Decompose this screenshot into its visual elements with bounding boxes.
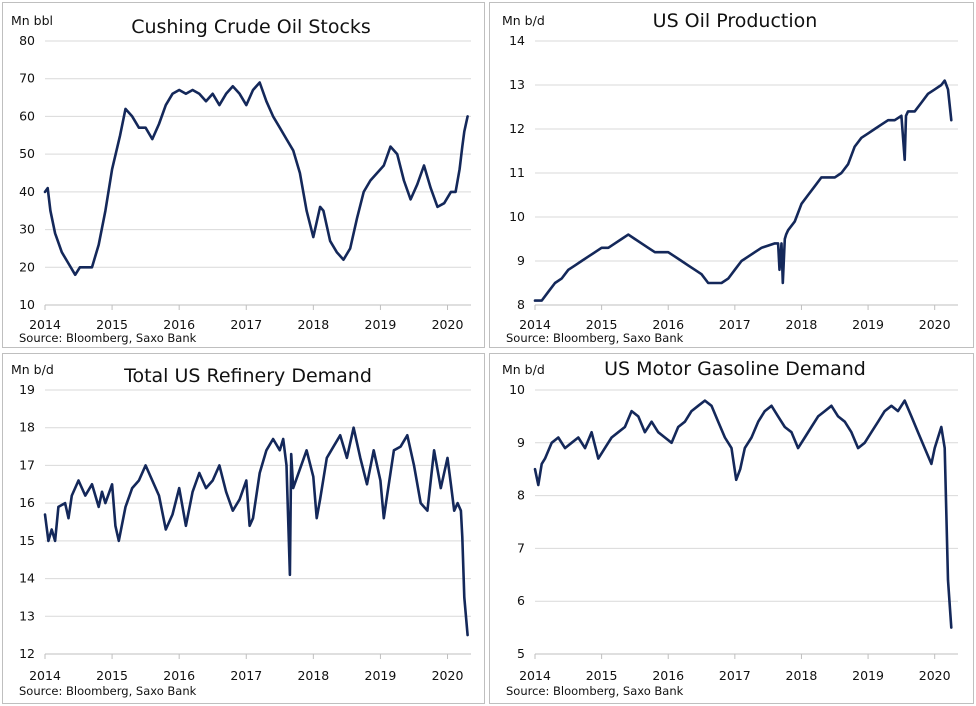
x-tick-label: 2015 — [586, 317, 618, 332]
chart-panel-oil-production: 8 9 10 11 12 13 14 2014 2015 2016 2017 2018 2019 2020… — [489, 2, 974, 348]
y-tick-label: 7 — [517, 540, 525, 555]
y-tick-label: 5 — [517, 646, 525, 661]
y-axis-unit-label: Mn b/d — [502, 362, 545, 377]
chart-title: Total US Refinery Demand — [123, 365, 372, 387]
y-tick-label: 10 — [509, 209, 525, 224]
y-axis-unit-label: Mn b/d — [11, 362, 54, 377]
y-tick-label: 8 — [517, 297, 525, 312]
x-tick-label: 2019 — [852, 668, 884, 683]
x-tick-label: 2015 — [586, 668, 618, 683]
source-note: Source: Bloomberg, Saxo Bank — [506, 331, 684, 345]
y-tick-label: 12 — [19, 646, 35, 661]
chart-us-oil-production: 8 9 10 11 12 13 14 2014 2015 2016 2017 2018 2019 2020… — [502, 10, 958, 345]
series-line-refinery-demand — [43, 426, 469, 637]
x-tick-label: 2018 — [297, 317, 329, 332]
y-tick-label: 13 — [19, 608, 35, 623]
y-tick-label: 13 — [509, 77, 525, 92]
x-tick-label: 2017 — [719, 668, 751, 683]
chart-panel-gasoline-demand: 5 6 7 8 9 10 2014 2015 2016 2017 2018 2019 2020 US Mo… — [489, 353, 974, 704]
x-tick-label: 2014 — [519, 668, 551, 683]
series-line-gasoline-demand — [533, 399, 953, 629]
y-tick-label: 14 — [509, 33, 525, 48]
y-tick-label: 70 — [19, 71, 35, 86]
x-tick-label: 2020 — [432, 317, 464, 332]
x-tick-label: 2017 — [719, 317, 751, 332]
x-tick-label: 2017 — [230, 317, 262, 332]
y-axis-unit-label: Mn b/d — [502, 13, 545, 28]
chart-panel-refinery-demand: 12 13 14 15 16 17 18 19 2014 2015 2016 2017 2018 2019… — [2, 353, 485, 704]
x-tick-label: 2017 — [230, 668, 262, 683]
y-tick-label: 16 — [19, 495, 35, 510]
chart-title: US Motor Gasoline Demand — [604, 358, 866, 380]
x-tick-label: 2018 — [786, 668, 818, 683]
y-tick-label: 8 — [517, 488, 525, 503]
x-tick-label: 2020 — [919, 317, 951, 332]
y-tick-label: 20 — [19, 259, 35, 274]
x-tick-label: 2016 — [163, 317, 195, 332]
x-tick-label: 2018 — [297, 668, 329, 683]
y-tick-label: 9 — [517, 253, 525, 268]
y-tick-label: 60 — [19, 108, 35, 123]
source-note: Source: Bloomberg, Saxo Bank — [506, 684, 684, 698]
y-tick-label: 9 — [517, 435, 525, 450]
x-tick-label: 2014 — [519, 317, 551, 332]
y-tick-label: 15 — [19, 533, 35, 548]
y-tick-label: 11 — [509, 165, 525, 180]
x-tick-label: 2015 — [96, 668, 128, 683]
y-tick-label: 6 — [517, 593, 525, 608]
chart-cushing-crude-oil-stocks: 10 20 30 40 50 60 70 80 2014 2015 2016 2017 2018 2019… — [11, 13, 471, 345]
y-tick-label: 18 — [19, 420, 35, 435]
x-tick-label: 2014 — [29, 317, 61, 332]
y-tick-label: 10 — [19, 297, 35, 312]
source-note: Source: Bloomberg, Saxo Bank — [19, 331, 197, 345]
y-tick-label: 12 — [509, 121, 525, 136]
y-tick-label: 10 — [509, 382, 525, 397]
x-tick-label: 2015 — [96, 317, 128, 332]
x-tick-label: 2019 — [365, 668, 397, 683]
x-tick-label: 2018 — [786, 317, 818, 332]
chart-total-us-refinery-demand: 12 13 14 15 16 17 18 19 2014 2015 2016 2017 2018 2019… — [11, 362, 471, 698]
chart-title: US Oil Production — [653, 10, 818, 32]
x-tick-label: 2020 — [432, 668, 464, 683]
source-note: Source: Bloomberg, Saxo Bank — [19, 684, 197, 698]
y-tick-label: 19 — [19, 382, 35, 397]
x-tick-label: 2014 — [29, 668, 61, 683]
chart-title: Cushing Crude Oil Stocks — [131, 16, 371, 38]
x-tick-label: 2019 — [365, 317, 397, 332]
x-tick-label: 2016 — [652, 668, 684, 683]
y-tick-label: 80 — [19, 33, 35, 48]
y-tick-label: 17 — [19, 457, 35, 472]
chart-panel-cushing: 10 20 30 40 50 60 70 80 2014 2015 2016 2017 2018 2019… — [2, 2, 485, 348]
y-tick-label: 40 — [19, 184, 35, 199]
y-tick-label: 50 — [19, 146, 35, 161]
x-tick-label: 2016 — [163, 668, 195, 683]
x-tick-label: 2016 — [652, 317, 684, 332]
x-tick-label: 2019 — [852, 317, 884, 332]
y-tick-label: 30 — [19, 222, 35, 237]
chart-us-motor-gasoline-demand: 5 6 7 8 9 10 2014 2015 2016 2017 2018 2019 2020 US Mo… — [502, 358, 958, 698]
series-line-oil-production — [533, 79, 953, 302]
y-tick-label: 14 — [19, 571, 35, 586]
series-line-cushing — [43, 81, 469, 277]
x-tick-label: 2020 — [919, 668, 951, 683]
y-axis-unit-label: Mn bbl — [11, 13, 53, 28]
